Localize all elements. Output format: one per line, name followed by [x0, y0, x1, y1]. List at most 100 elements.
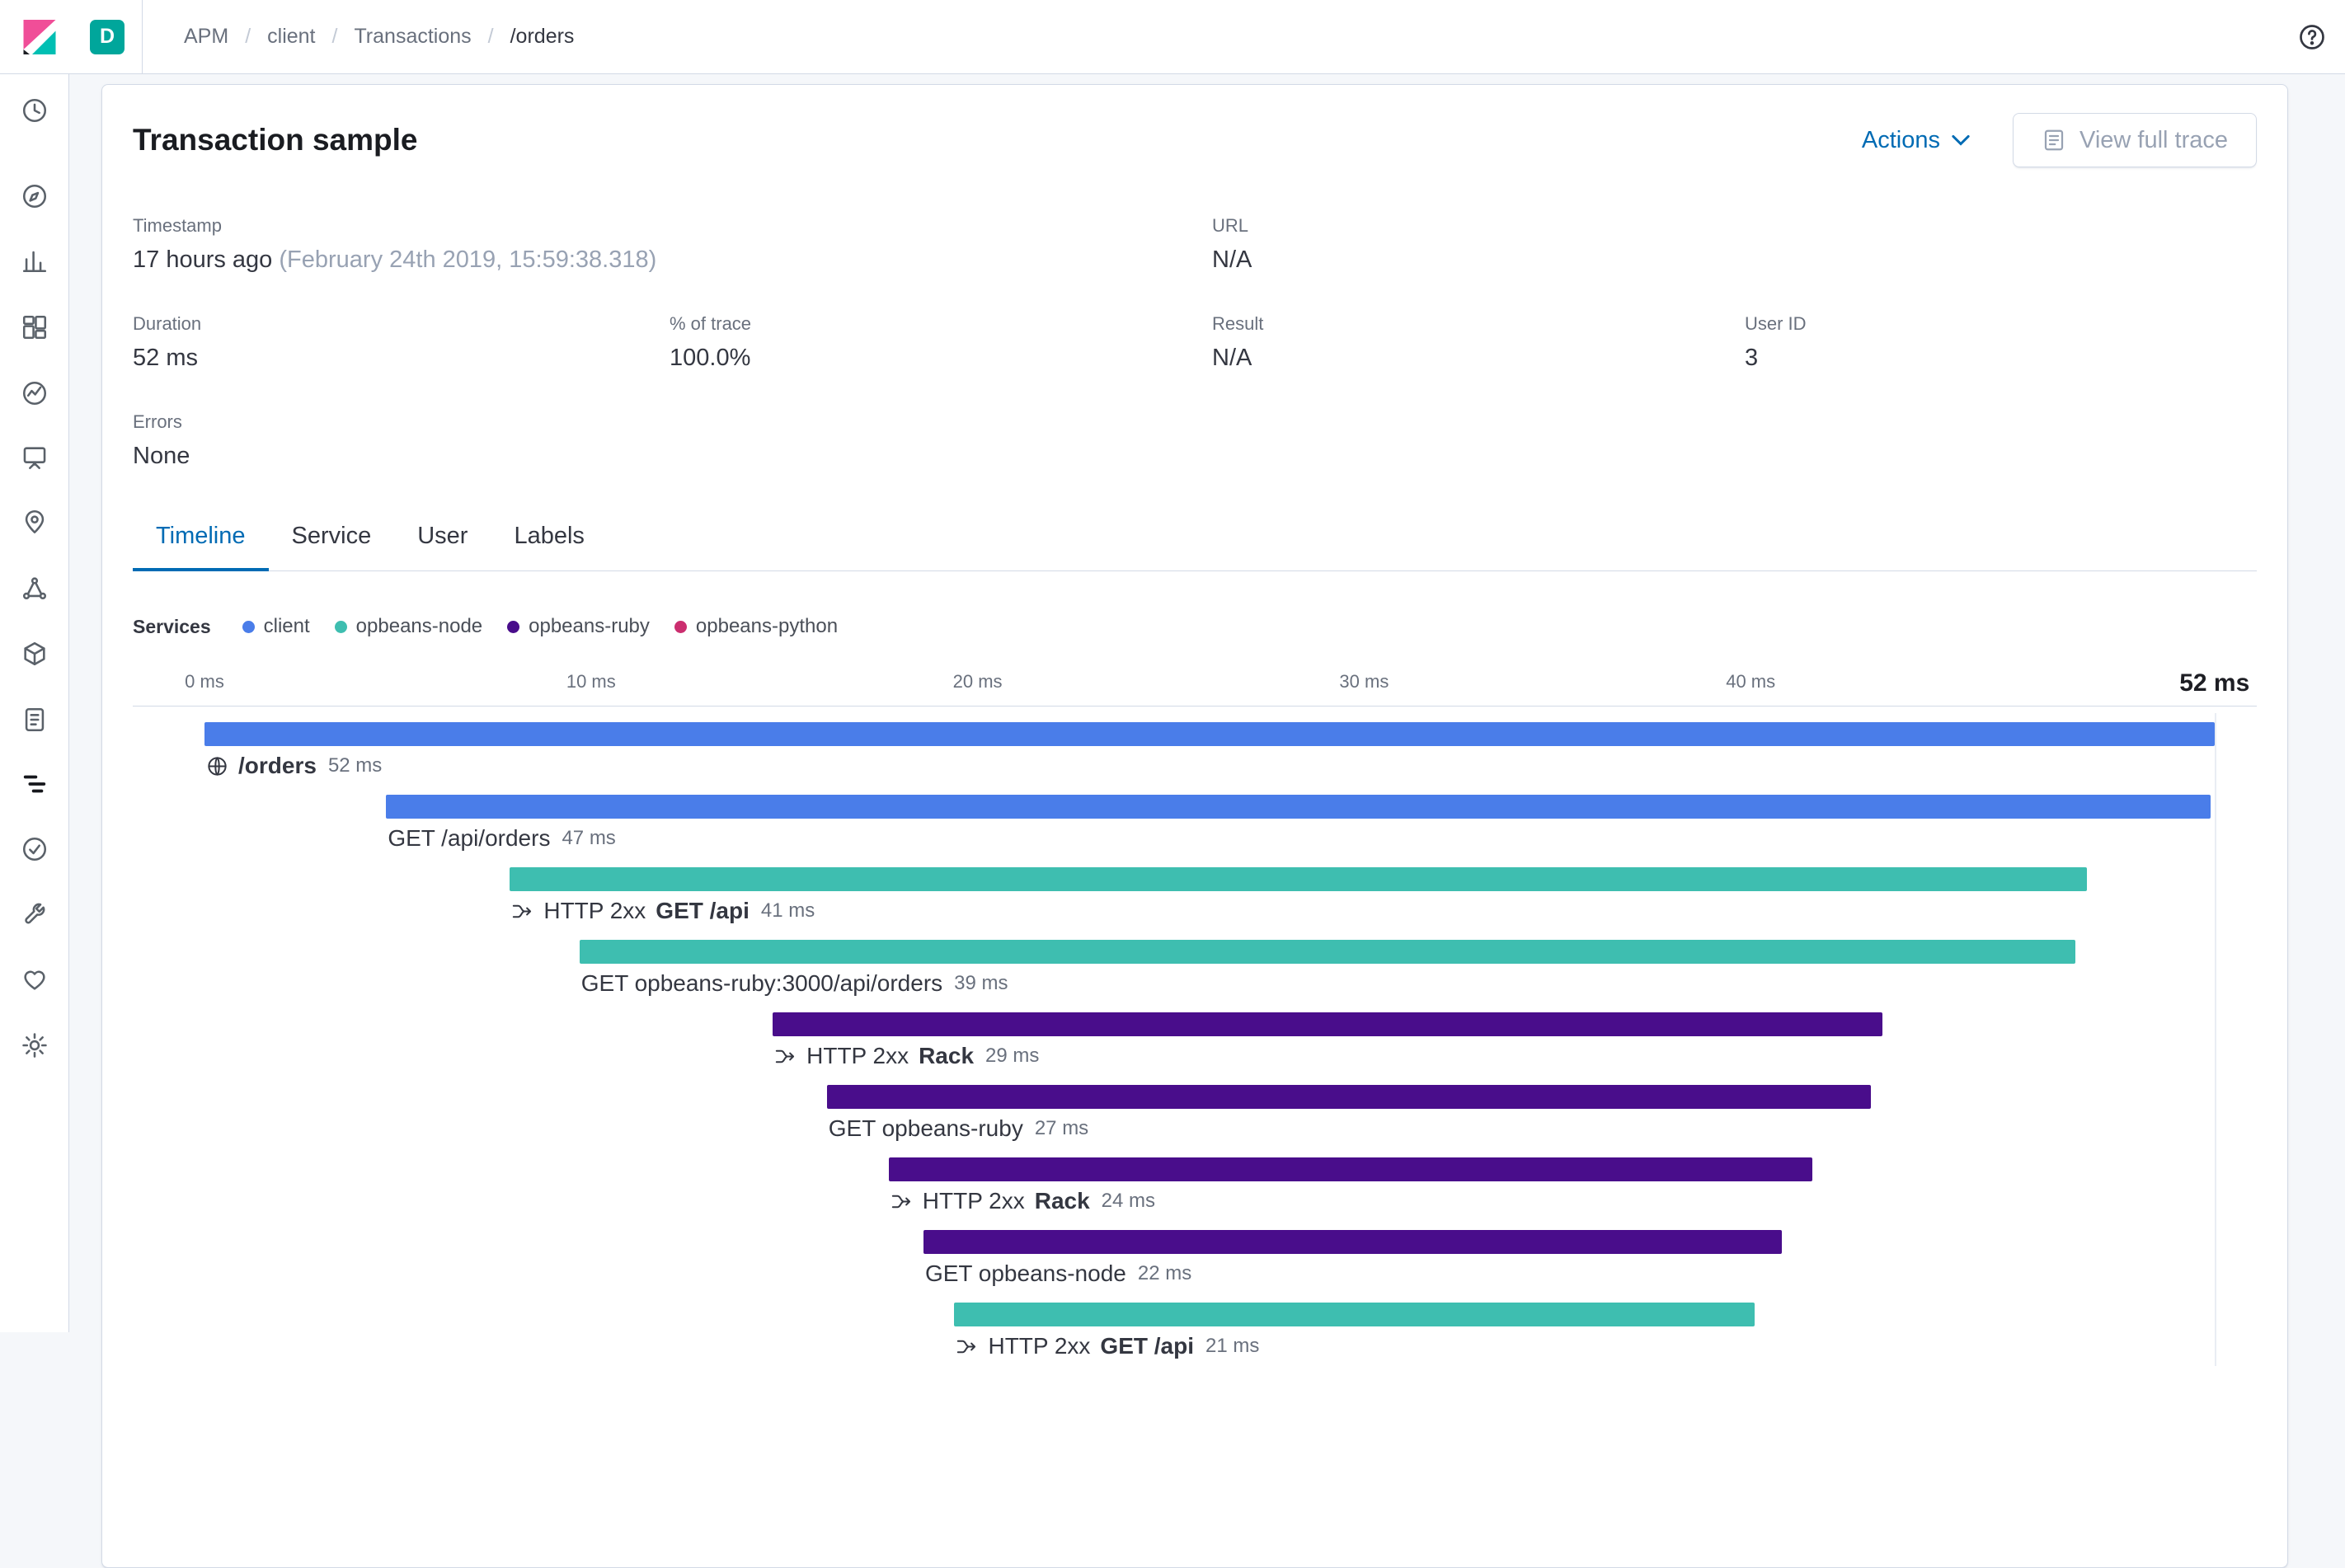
span-bar[interactable]: [386, 795, 2211, 819]
sidebar-item-dashboard[interactable]: [0, 313, 69, 341]
service-color-dot: [242, 621, 255, 633]
item-duration: 47 ms: [562, 827, 615, 850]
sidebar-item-visualize[interactable]: [0, 246, 69, 275]
merge-icon: [774, 1045, 797, 1068]
sidebar: [0, 74, 69, 1332]
waterfall-row[interactable]: HTTP 2xx Rack 24 ms: [133, 1148, 2257, 1221]
meta-user-id: User ID 3: [1745, 313, 2257, 372]
dashboard-icon: [21, 313, 49, 341]
sidebar-item-recent[interactable]: [0, 96, 69, 124]
service-name: opbeans-ruby: [529, 615, 650, 638]
actions-label: Actions: [1862, 127, 1940, 154]
span-type-prefix: HTTP 2xx: [806, 1043, 909, 1069]
sidebar-item-apm[interactable]: [0, 770, 69, 798]
sidebar-item-logs[interactable]: [0, 706, 69, 734]
transaction-sample-card: Transaction sample Actions View full tra…: [101, 84, 2288, 1568]
transaction-bar[interactable]: [773, 1012, 1882, 1036]
sidebar-item-dev-tools[interactable]: [0, 901, 69, 929]
sidebar-item-maps[interactable]: [0, 508, 69, 536]
tab-timeline[interactable]: Timeline: [133, 523, 269, 571]
breadcrumb-separator: /: [332, 25, 338, 49]
span-bar[interactable]: [923, 1230, 1782, 1254]
breadcrumb-item-transactions[interactable]: Transactions: [354, 25, 471, 49]
transaction-bar[interactable]: [204, 722, 2215, 746]
service-name: client: [264, 615, 310, 638]
item-name: GET /api: [656, 898, 750, 924]
card-header-actions: Actions View full trace: [1862, 113, 2257, 167]
legend-item-client: client: [242, 615, 310, 638]
item-duration: 24 ms: [1102, 1190, 1155, 1213]
breadcrumb-separator: /: [245, 25, 251, 49]
sidebar-item-machine-learning[interactable]: [0, 574, 69, 602]
tab-service[interactable]: Service: [269, 523, 395, 571]
visualize-icon: [21, 246, 49, 275]
help-icon[interactable]: [2297, 22, 2327, 52]
actions-menu-button[interactable]: Actions: [1862, 127, 1970, 154]
meta-label: User ID: [1745, 313, 2257, 335]
tab-labels[interactable]: Labels: [491, 523, 607, 571]
span-type-prefix: HTTP 2xx: [988, 1333, 1090, 1359]
machine-learning-icon: [21, 574, 49, 602]
breadcrumb-item-client[interactable]: client: [267, 25, 315, 49]
service-color-dot: [507, 621, 519, 633]
trace-icon: [2042, 128, 2066, 153]
merge-icon: [891, 1190, 913, 1213]
timestamp-detail: (February 24th 2019, 15:59:38.318): [279, 246, 656, 273]
axis-total-duration: 52 ms: [2179, 669, 2249, 697]
view-full-trace-button[interactable]: View full trace: [2013, 113, 2257, 167]
monitoring-icon: [21, 965, 49, 993]
card-header: Transaction sample Actions View full tra…: [102, 85, 2287, 167]
sidebar-item-timelion[interactable]: [0, 379, 69, 407]
span-bar[interactable]: [827, 1085, 1871, 1109]
span-bar[interactable]: [580, 940, 2075, 964]
sidebar-item-canvas[interactable]: [0, 444, 69, 472]
span-type-prefix: HTTP 2xx: [923, 1188, 1025, 1214]
transaction-bar[interactable]: [954, 1303, 1754, 1326]
meta-label: URL: [1212, 215, 2257, 237]
sidebar-item-infrastructure[interactable]: [0, 640, 69, 668]
transaction-bar[interactable]: [889, 1157, 1812, 1181]
item-duration: 52 ms: [328, 754, 382, 777]
view-full-trace-label: View full trace: [2079, 127, 2228, 154]
breadcrumb-item-apm[interactable]: APM: [184, 25, 228, 49]
merge-icon: [511, 900, 533, 922]
infrastructure-icon: [21, 640, 49, 668]
service-name: opbeans-python: [696, 615, 838, 638]
kibana-logo-icon: [20, 17, 59, 57]
item-duration: 29 ms: [985, 1045, 1039, 1068]
service-color-dot: [674, 621, 687, 633]
globe-icon: [206, 755, 228, 777]
apm-icon: [21, 770, 49, 798]
item-duration: 21 ms: [1205, 1335, 1259, 1358]
tab-user[interactable]: User: [394, 523, 491, 571]
space-badge[interactable]: D: [90, 20, 125, 54]
transaction-bar[interactable]: [510, 867, 2087, 891]
sidebar-item-monitoring[interactable]: [0, 965, 69, 993]
item-name: Rack: [1035, 1188, 1090, 1214]
sidebar-item-uptime[interactable]: [0, 835, 69, 863]
item-name: GET opbeans-ruby:3000/api/orders: [581, 970, 942, 997]
kibana-logo[interactable]: [0, 17, 79, 57]
top-header: D APM/client/Transactions//orders: [0, 0, 2345, 74]
meta-duration: Duration 52 ms: [133, 313, 670, 372]
sidebar-item-discover[interactable]: [0, 182, 69, 210]
sidebar-item-management[interactable]: [0, 1031, 69, 1059]
meta-url: URL N/A: [1212, 215, 2257, 274]
recent-icon: [21, 96, 49, 124]
